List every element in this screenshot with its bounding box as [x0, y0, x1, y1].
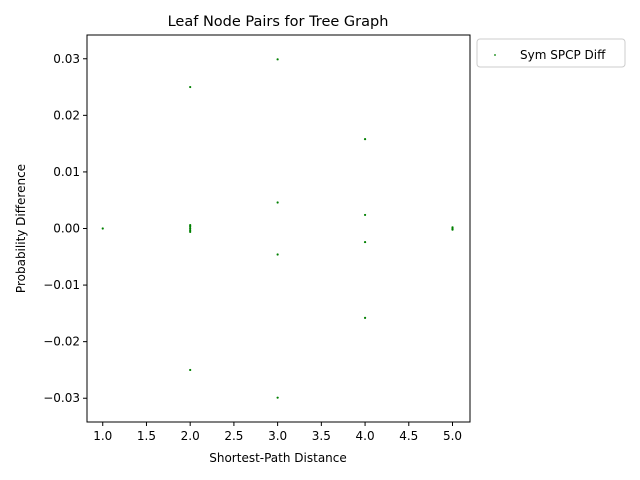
chart-title: Leaf Node Pairs for Tree Graph: [168, 14, 389, 30]
data-point: [276, 253, 279, 256]
plot-area: [87, 35, 470, 422]
x-tick-label: 2.0: [181, 429, 200, 443]
y-tick-label: −0.01: [43, 278, 80, 292]
x-tick-label: 1.5: [137, 429, 156, 443]
data-point: [451, 228, 454, 231]
legend-box: [476, 38, 626, 68]
y-tick-label: 0.00: [53, 222, 80, 236]
y-axis-ticks: 0.03 0.02 0.01 0.00 −0.01 −0.02 −0.03: [43, 52, 87, 405]
data-point: [276, 58, 279, 61]
legend: Sym SPCP Diff: [476, 38, 626, 68]
x-tick-label: 4.0: [356, 429, 375, 443]
y-tick-label: −0.02: [43, 335, 80, 349]
legend-label: Sym SPCP Diff: [520, 48, 606, 62]
y-tick-label: −0.03: [43, 391, 80, 405]
y-axis-label: Probability Difference: [14, 164, 28, 293]
y-tick-label: 0.03: [53, 52, 80, 66]
y-tick-label: 0.01: [53, 165, 80, 179]
data-point: [189, 230, 192, 233]
x-tick-label: 3.5: [312, 429, 331, 443]
x-tick-label: 3.0: [268, 429, 287, 443]
data-point: [189, 227, 192, 230]
x-axis-label: Shortest-Path Distance: [209, 451, 347, 465]
data-point: [101, 227, 104, 230]
data-point: [189, 225, 192, 228]
x-axis-ticks: 1.0 1.5 2.0 2.5 3.0 3.5 4.0 4.5 5.0: [93, 422, 462, 443]
data-point: [363, 213, 367, 217]
data-point: [189, 229, 192, 232]
x-tick-label: 5.0: [443, 429, 462, 443]
y-tick-label: 0.02: [53, 108, 80, 122]
data-points: [101, 58, 454, 399]
data-point: [363, 316, 367, 319]
data-point: [189, 85, 192, 89]
data-point: [189, 368, 192, 372]
x-tick-label: 1.0: [93, 429, 112, 443]
x-tick-label: 4.5: [399, 429, 418, 443]
legend-marker: [494, 54, 496, 56]
data-point: [363, 138, 367, 141]
data-point: [276, 396, 279, 399]
data-point: [363, 240, 367, 244]
x-tick-label: 2.5: [224, 429, 243, 443]
data-point: [189, 224, 192, 227]
data-point: [276, 201, 279, 204]
